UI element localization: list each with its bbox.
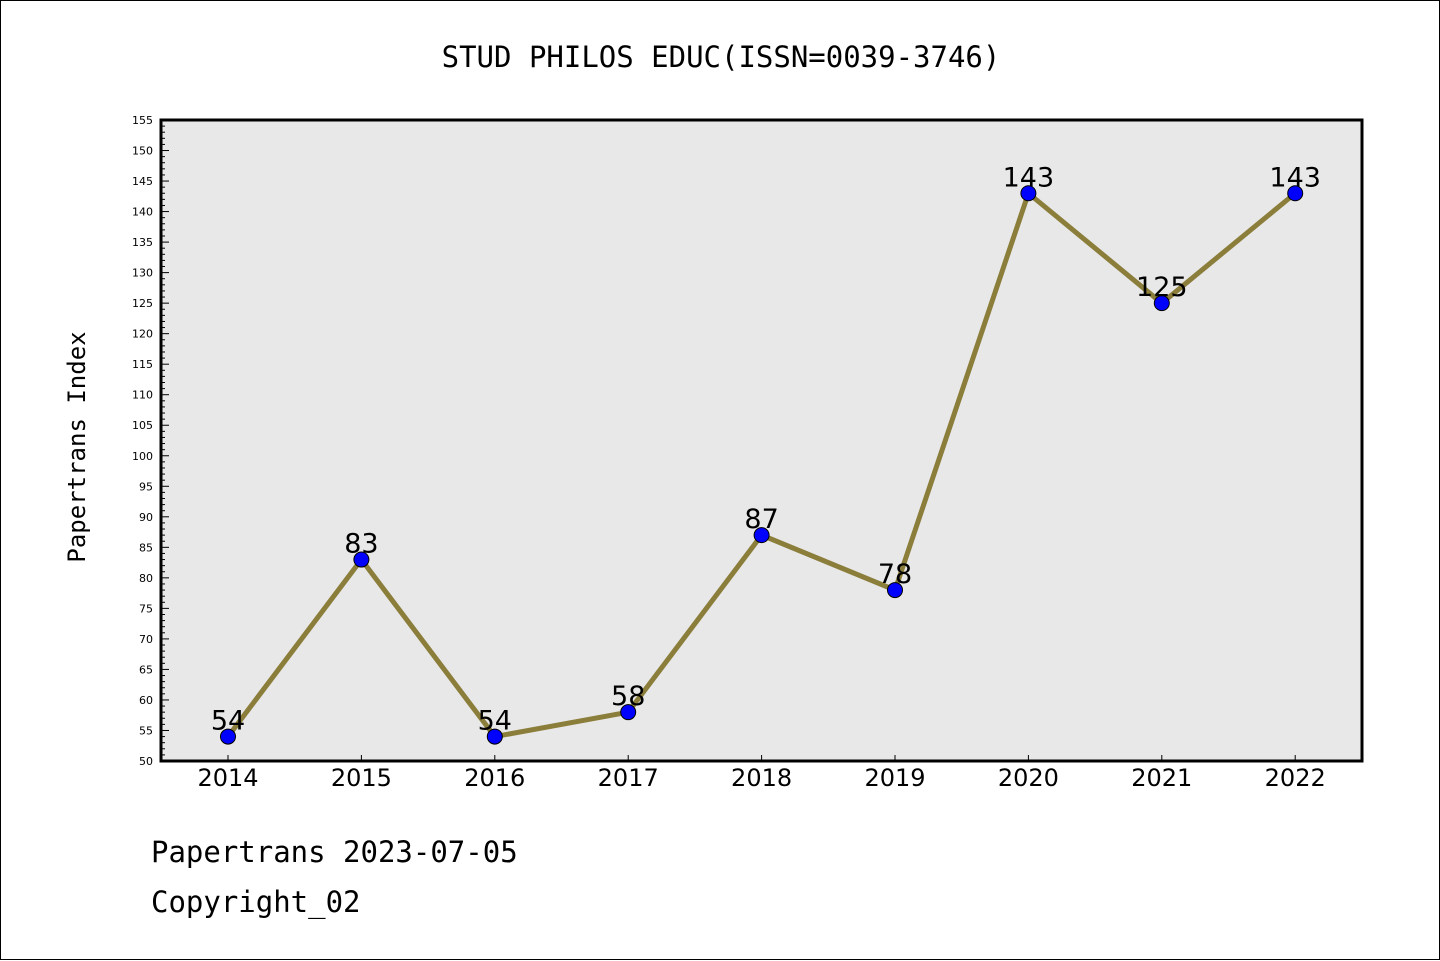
data-point — [753, 527, 770, 544]
y-tick-label: 70 — [139, 633, 153, 646]
y-tick-label: 50 — [139, 755, 153, 768]
y-tick-label: 115 — [132, 358, 153, 371]
y-tick-label: 75 — [139, 602, 153, 615]
y-tick-label: 90 — [139, 511, 153, 524]
data-point — [620, 704, 637, 721]
data-label: 143 — [1003, 162, 1055, 193]
x-axis: 2014 2015 2016 2017 2018 2019 2020 2021 2022 — [197, 755, 1326, 792]
x-tick-label: 2022 — [1265, 764, 1326, 792]
data-point — [1287, 185, 1304, 202]
data-label: 78 — [878, 559, 912, 590]
data-label: 58 — [611, 681, 645, 712]
y-tick-label: 95 — [139, 480, 153, 493]
x-tick-label: 2017 — [598, 764, 659, 792]
y-tick-label: 145 — [132, 175, 153, 188]
x-tick-label: 2016 — [464, 764, 525, 792]
y-axis-label: Papertrans Index — [63, 331, 91, 562]
y-tick-label: 55 — [139, 724, 153, 737]
y-tick-label: 135 — [132, 236, 153, 249]
y-axis: 50 55 60 65 70 75 80 85 90 95 100 105 110 115 120 125 13… — [132, 114, 169, 768]
y-tick-label: 65 — [139, 663, 153, 676]
data-label: 83 — [344, 529, 378, 560]
y-tick-label: 125 — [132, 297, 153, 310]
y-tick-label: 100 — [132, 450, 153, 463]
plot-area — [159, 118, 1364, 763]
series-layer: 54 83 54 58 87 78 143 125 143 — [211, 162, 1321, 745]
y-tick-label: 155 — [132, 114, 153, 127]
x-tick-label: 2021 — [1131, 764, 1192, 792]
y-tick-label: 110 — [132, 389, 153, 402]
y-tick-label: 150 — [132, 145, 153, 158]
y-tick-label: 80 — [139, 572, 153, 585]
data-label: 54 — [478, 706, 512, 737]
data-label: 54 — [211, 706, 245, 737]
data-point — [220, 728, 236, 745]
data-label: 125 — [1136, 272, 1188, 303]
data-label: 143 — [1269, 162, 1321, 193]
footer-date: Papertrans 2023-07-05 — [151, 835, 518, 869]
y-tick-label: 105 — [132, 419, 153, 432]
footer-copyright: Copyright_02 — [151, 885, 361, 919]
y-tick-label: 120 — [132, 328, 153, 341]
x-tick-label: 2020 — [998, 764, 1059, 792]
data-point — [887, 582, 903, 599]
x-tick-label: 2014 — [197, 764, 258, 792]
x-tick-label: 2015 — [331, 764, 392, 792]
data-point — [353, 551, 370, 568]
y-tick-label: 85 — [139, 541, 153, 554]
chart-title: STUD PHILOS EDUC(ISSN=0039-3746) — [442, 40, 1001, 74]
y-tick-label: 60 — [139, 694, 153, 707]
x-tick-label: 2018 — [731, 764, 792, 792]
y-tick-label: 140 — [132, 206, 153, 219]
data-point — [1020, 185, 1037, 202]
data-point — [486, 728, 503, 745]
x-tick-label: 2019 — [864, 764, 925, 792]
data-label: 87 — [744, 504, 778, 535]
data-point — [1153, 295, 1170, 312]
y-tick-label: 130 — [132, 267, 153, 280]
